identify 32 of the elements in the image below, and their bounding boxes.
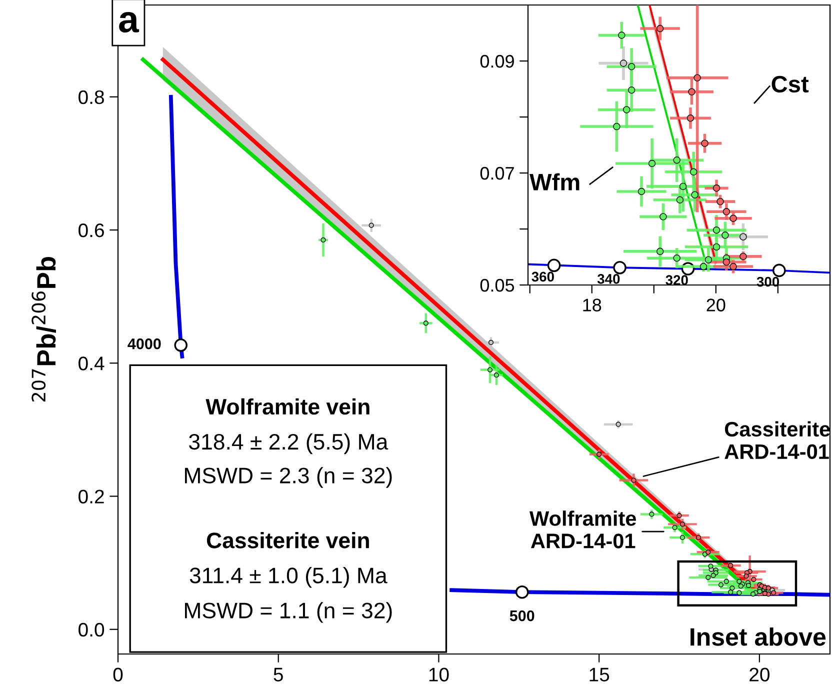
annotation: 311.4 ± 1.0 (5.1) Ma (190, 567, 388, 588)
annotation: Wfm (530, 173, 580, 190)
annotation: Inset above (690, 627, 826, 646)
x-tick-label: 20 (706, 298, 726, 312)
annotation: MSWD = 1.1 (n = 32) (185, 602, 392, 623)
annotation: Wolframite vein (206, 398, 370, 415)
annotation: a (119, 12, 140, 33)
y-tick-label: 0.4 (78, 356, 104, 370)
annotation: MSWD = 2.3 (n = 32) (185, 467, 392, 488)
x-tick-label: 20 (750, 668, 770, 682)
annotation: Wolframite ARD-14-01 (529, 510, 636, 548)
x-tick-label: 15 (590, 668, 610, 682)
annotation: 360 (532, 272, 554, 282)
x-tick-label: 10 (429, 668, 449, 682)
annotation: 340 (597, 274, 620, 284)
annotation: 500 (510, 610, 534, 622)
y-tick-label: 0.05 (480, 278, 514, 292)
y-tick-label: 0.2 (78, 490, 104, 504)
y-tick-label: 0.07 (480, 166, 514, 180)
annotation: 318.4 ± 2.2 (5.5) Ma (189, 433, 388, 454)
y-tick-label: 0.6 (78, 223, 104, 238)
annotation: Cst (772, 76, 809, 93)
y-tick-label: 0.09 (480, 54, 514, 68)
x-tick-label: 5 (274, 668, 283, 682)
x-tick-label: 18 (583, 298, 602, 312)
annotation: 4000 (128, 338, 161, 350)
annotation: Cassiterite vein (206, 532, 369, 548)
annotation: Cassiterite ARD-14-01 (724, 421, 830, 460)
x-tick-label: 0 (113, 668, 123, 682)
y-tick-label: 0.0 (78, 622, 104, 637)
y-axis-title: $^{207}$Pb/$^{206}$Pb (32, 256, 56, 402)
y-tick-label: 0.8 (78, 90, 104, 104)
